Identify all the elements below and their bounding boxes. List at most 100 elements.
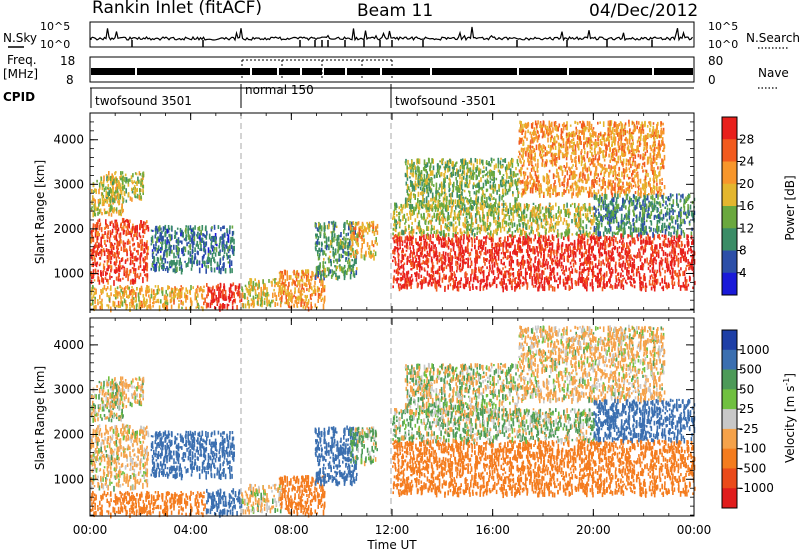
data-cell xyxy=(282,284,284,288)
data-cell xyxy=(552,225,555,229)
nsky-tick-high-left: 10^5 xyxy=(40,20,70,33)
data-cell xyxy=(115,225,117,230)
data-cell xyxy=(101,298,103,302)
data-cell xyxy=(138,302,141,306)
data-cell xyxy=(288,275,291,280)
data-cell xyxy=(219,251,221,256)
data-cell xyxy=(545,275,548,278)
data-cell xyxy=(145,225,148,231)
data-cell xyxy=(170,234,173,239)
data-cell xyxy=(121,182,124,188)
data-cell xyxy=(514,285,517,289)
data-cell xyxy=(533,219,535,223)
data-cell xyxy=(607,260,609,265)
data-cell xyxy=(691,266,694,271)
data-cell xyxy=(608,281,611,284)
data-cell xyxy=(664,269,666,274)
data-cell xyxy=(455,260,457,266)
data-cell xyxy=(139,223,142,229)
data-cell xyxy=(286,270,288,277)
data-cell xyxy=(164,243,167,250)
data-cell xyxy=(553,271,555,275)
data-cell xyxy=(594,263,597,268)
data-cell xyxy=(503,261,505,266)
data-cell xyxy=(670,275,673,279)
data-cell xyxy=(106,197,108,200)
data-cell xyxy=(541,274,543,281)
data-cell xyxy=(286,292,288,297)
data-cell xyxy=(359,235,362,239)
data-cell xyxy=(459,280,461,285)
data-cell xyxy=(556,249,559,254)
data-cell xyxy=(537,285,540,292)
data-cell xyxy=(121,217,124,224)
data-cell xyxy=(296,296,298,301)
data-cell xyxy=(471,229,473,236)
data-cell xyxy=(425,277,427,284)
data-cell xyxy=(155,266,157,272)
data-cell xyxy=(316,270,319,275)
data-cell xyxy=(345,252,348,256)
data-cell xyxy=(188,234,190,240)
data-cell xyxy=(615,268,618,272)
data-cell xyxy=(263,297,266,301)
data-cell xyxy=(638,272,641,279)
data-cell xyxy=(333,259,335,264)
data-cell xyxy=(157,301,160,304)
data-cell xyxy=(122,179,124,185)
data-cell xyxy=(504,286,507,290)
data-cell xyxy=(115,182,118,187)
data-cell xyxy=(229,283,232,290)
data-cell xyxy=(156,237,158,243)
data-cell xyxy=(143,259,146,263)
data-cell xyxy=(587,277,590,281)
data-cell xyxy=(114,180,117,184)
data-cell xyxy=(402,264,405,269)
data-cell xyxy=(366,221,368,225)
data-cell xyxy=(366,231,369,235)
data-cell xyxy=(245,286,248,291)
data-cell xyxy=(677,275,680,281)
data-cell xyxy=(112,208,115,214)
data-cell xyxy=(539,239,542,242)
data-cell xyxy=(483,284,486,288)
data-cell xyxy=(223,239,225,246)
data-cell xyxy=(357,234,359,238)
data-cell xyxy=(145,301,147,305)
data-cell xyxy=(608,263,610,268)
data-cell xyxy=(115,259,118,264)
data-cell xyxy=(420,242,422,246)
data-cell xyxy=(582,213,584,216)
data-cell xyxy=(128,222,130,229)
data-cell xyxy=(122,208,124,212)
nsky-tick-low-left: 10^0 xyxy=(40,38,70,51)
data-cell xyxy=(113,194,116,199)
data-cell xyxy=(411,226,413,230)
data-cell xyxy=(240,297,243,302)
data-cell xyxy=(230,260,233,266)
data-cell xyxy=(138,232,141,237)
data-cell xyxy=(511,238,513,242)
data-cell xyxy=(421,235,423,238)
data-cell xyxy=(529,273,531,279)
data-cell xyxy=(100,301,103,306)
data-cell xyxy=(311,270,313,276)
data-cell xyxy=(599,246,602,250)
data-cell xyxy=(501,203,503,206)
data-cell xyxy=(94,203,96,209)
data-cell xyxy=(126,250,128,257)
data-cell xyxy=(620,279,623,284)
data-cell xyxy=(195,243,198,247)
data-cell xyxy=(497,273,500,279)
data-cell xyxy=(152,266,155,269)
data-cell xyxy=(598,247,600,251)
data-cell xyxy=(167,239,170,244)
data-cell xyxy=(106,260,109,266)
data-cell xyxy=(353,273,356,278)
data-cell xyxy=(646,233,649,236)
data-cell xyxy=(396,246,399,253)
data-cell xyxy=(203,301,205,306)
data-cell xyxy=(291,281,293,286)
data-cell xyxy=(304,282,306,286)
data-cell xyxy=(319,253,321,257)
